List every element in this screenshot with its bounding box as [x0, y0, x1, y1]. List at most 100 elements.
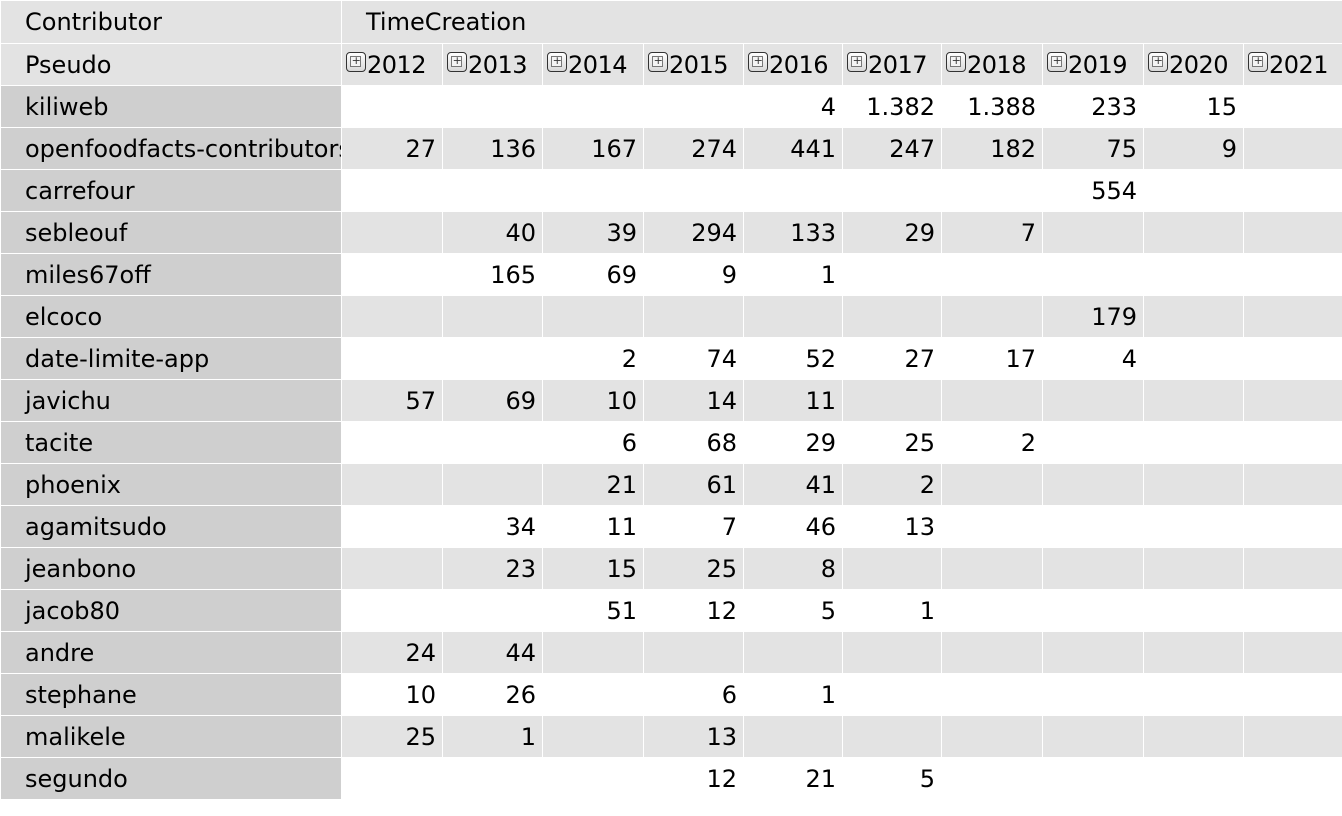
expand-plus-icon[interactable] [547, 51, 567, 72]
value-cell: 1 [842, 589, 942, 632]
row-header-contributor[interactable]: phoenix [0, 463, 342, 506]
value-cell: 69 [442, 379, 543, 422]
value-cell: 44 [442, 631, 543, 674]
year-column-header[interactable]: 2019 [1042, 43, 1144, 86]
row-header-contributor[interactable]: sebleouf [0, 211, 342, 254]
value-cell: 554 [1042, 169, 1144, 212]
year-label: 2021 [1269, 50, 1329, 79]
value-cell [341, 253, 443, 296]
value-cell: 26 [442, 673, 543, 716]
value-cell: 17 [941, 337, 1043, 380]
value-cell [1042, 673, 1144, 716]
row-header-contributor[interactable]: andre [0, 631, 342, 674]
value-cell: 2 [941, 421, 1043, 464]
expand-plus-icon[interactable] [648, 51, 668, 72]
year-column-header[interactable]: 2014 [542, 43, 644, 86]
expand-plus-icon[interactable] [748, 51, 768, 72]
expand-plus-icon[interactable] [1148, 51, 1168, 72]
expand-plus-icon[interactable] [1047, 51, 1067, 72]
year-column-header[interactable]: 2013 [442, 43, 543, 86]
table-row: phoenix 21 61 41 2 [0, 463, 1342, 506]
value-cell [442, 421, 543, 464]
value-cell: 11 [542, 505, 644, 548]
row-header-contributor[interactable]: carrefour [0, 169, 342, 212]
value-cell [1042, 631, 1144, 674]
value-cell [442, 463, 543, 506]
expand-plus-icon[interactable] [1248, 51, 1268, 72]
value-cell [1042, 547, 1144, 590]
row-header-contributor[interactable]: openfoodfacts-contributors [0, 127, 342, 170]
value-cell [1242, 337, 1342, 380]
value-cell [941, 295, 1043, 338]
value-cell [1242, 589, 1342, 632]
value-cell [341, 337, 443, 380]
column-field-header[interactable]: TimeCreation [340, 0, 1342, 44]
value-cell: 4 [743, 85, 843, 128]
row-header-contributor[interactable]: elcoco [0, 295, 342, 338]
row-field-header[interactable]: Contributor [0, 0, 342, 44]
value-cell [842, 715, 942, 758]
value-cell: 1.382 [842, 85, 942, 128]
value-cell: 133 [743, 211, 843, 254]
row-header-contributor[interactable]: segundo [0, 757, 342, 800]
year-column-header[interactable]: 2020 [1143, 43, 1244, 86]
year-column-header[interactable]: 2012 [341, 43, 443, 86]
year-column-header[interactable]: 2018 [941, 43, 1043, 86]
row-header-contributor[interactable]: kiliweb [0, 85, 342, 128]
table-row: javichu 57 69 10 14 11 [0, 379, 1342, 422]
row-header-contributor[interactable]: malikele [0, 715, 342, 758]
year-label: 2012 [367, 50, 427, 79]
expand-plus-icon[interactable] [946, 51, 966, 72]
row-header-contributor[interactable]: miles67off [0, 253, 342, 296]
year-column-header[interactable]: 2015 [643, 43, 744, 86]
year-label: 2016 [769, 50, 829, 79]
row-header-contributor[interactable]: stephane [0, 673, 342, 716]
value-cell [1242, 757, 1342, 800]
value-cell [1242, 253, 1342, 296]
value-cell [743, 715, 843, 758]
table-row: stephane 10 26 6 1 [0, 673, 1342, 716]
value-cell [1143, 631, 1244, 674]
value-cell: 10 [341, 673, 443, 716]
value-cell: 68 [643, 421, 744, 464]
year-column-header[interactable]: 2016 [743, 43, 843, 86]
table-row: kiliweb 4 1.382 1.388 233 15 [0, 85, 1342, 128]
value-cell [842, 673, 942, 716]
value-cell: 15 [1143, 85, 1244, 128]
row-header-contributor[interactable]: javichu [0, 379, 342, 422]
value-cell [341, 169, 443, 212]
value-cell [643, 631, 744, 674]
year-column-header[interactable]: 2021 [1242, 43, 1342, 86]
value-cell [341, 505, 443, 548]
row-header-contributor[interactable]: jacob80 [0, 589, 342, 632]
row-header-contributor[interactable]: jeanbono [0, 547, 342, 590]
value-cell [1143, 463, 1244, 506]
value-cell: 39 [542, 211, 644, 254]
value-cell [1242, 85, 1342, 128]
value-cell [1242, 631, 1342, 674]
value-cell [1143, 295, 1244, 338]
value-cell [1242, 295, 1342, 338]
value-cell [1143, 673, 1244, 716]
expand-plus-icon[interactable] [346, 51, 366, 72]
value-cell [941, 631, 1043, 674]
row-label-header[interactable]: Pseudo [0, 43, 342, 86]
year-column-header[interactable]: 2017 [842, 43, 942, 86]
value-cell: 12 [643, 757, 744, 800]
table-row: andre 24 44 [0, 631, 1342, 674]
row-header-contributor[interactable]: date-limite-app [0, 337, 342, 380]
year-label: 2013 [468, 50, 528, 79]
value-cell: 247 [842, 127, 942, 170]
expand-plus-icon[interactable] [847, 51, 867, 72]
expand-plus-icon[interactable] [447, 51, 467, 72]
value-cell: 136 [442, 127, 543, 170]
value-cell [842, 295, 942, 338]
value-cell [341, 211, 443, 254]
row-header-contributor[interactable]: agamitsudo [0, 505, 342, 548]
year-label: 2020 [1169, 50, 1229, 79]
table-row: malikele 25 1 13 [0, 715, 1342, 758]
row-header-contributor[interactable]: tacite [0, 421, 342, 464]
value-cell: 11 [743, 379, 843, 422]
year-label: 2014 [568, 50, 628, 79]
